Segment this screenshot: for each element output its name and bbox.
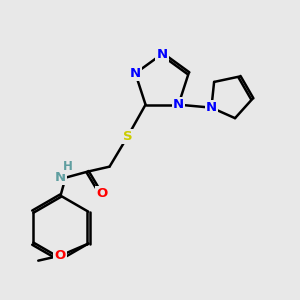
Text: N: N <box>54 171 65 184</box>
Text: O: O <box>96 187 107 200</box>
Text: H: H <box>63 160 73 173</box>
Text: S: S <box>123 130 132 143</box>
Text: N: N <box>206 101 217 114</box>
Text: O: O <box>55 249 66 262</box>
Text: N: N <box>156 47 168 61</box>
Text: N: N <box>173 98 184 111</box>
Text: N: N <box>130 67 141 80</box>
